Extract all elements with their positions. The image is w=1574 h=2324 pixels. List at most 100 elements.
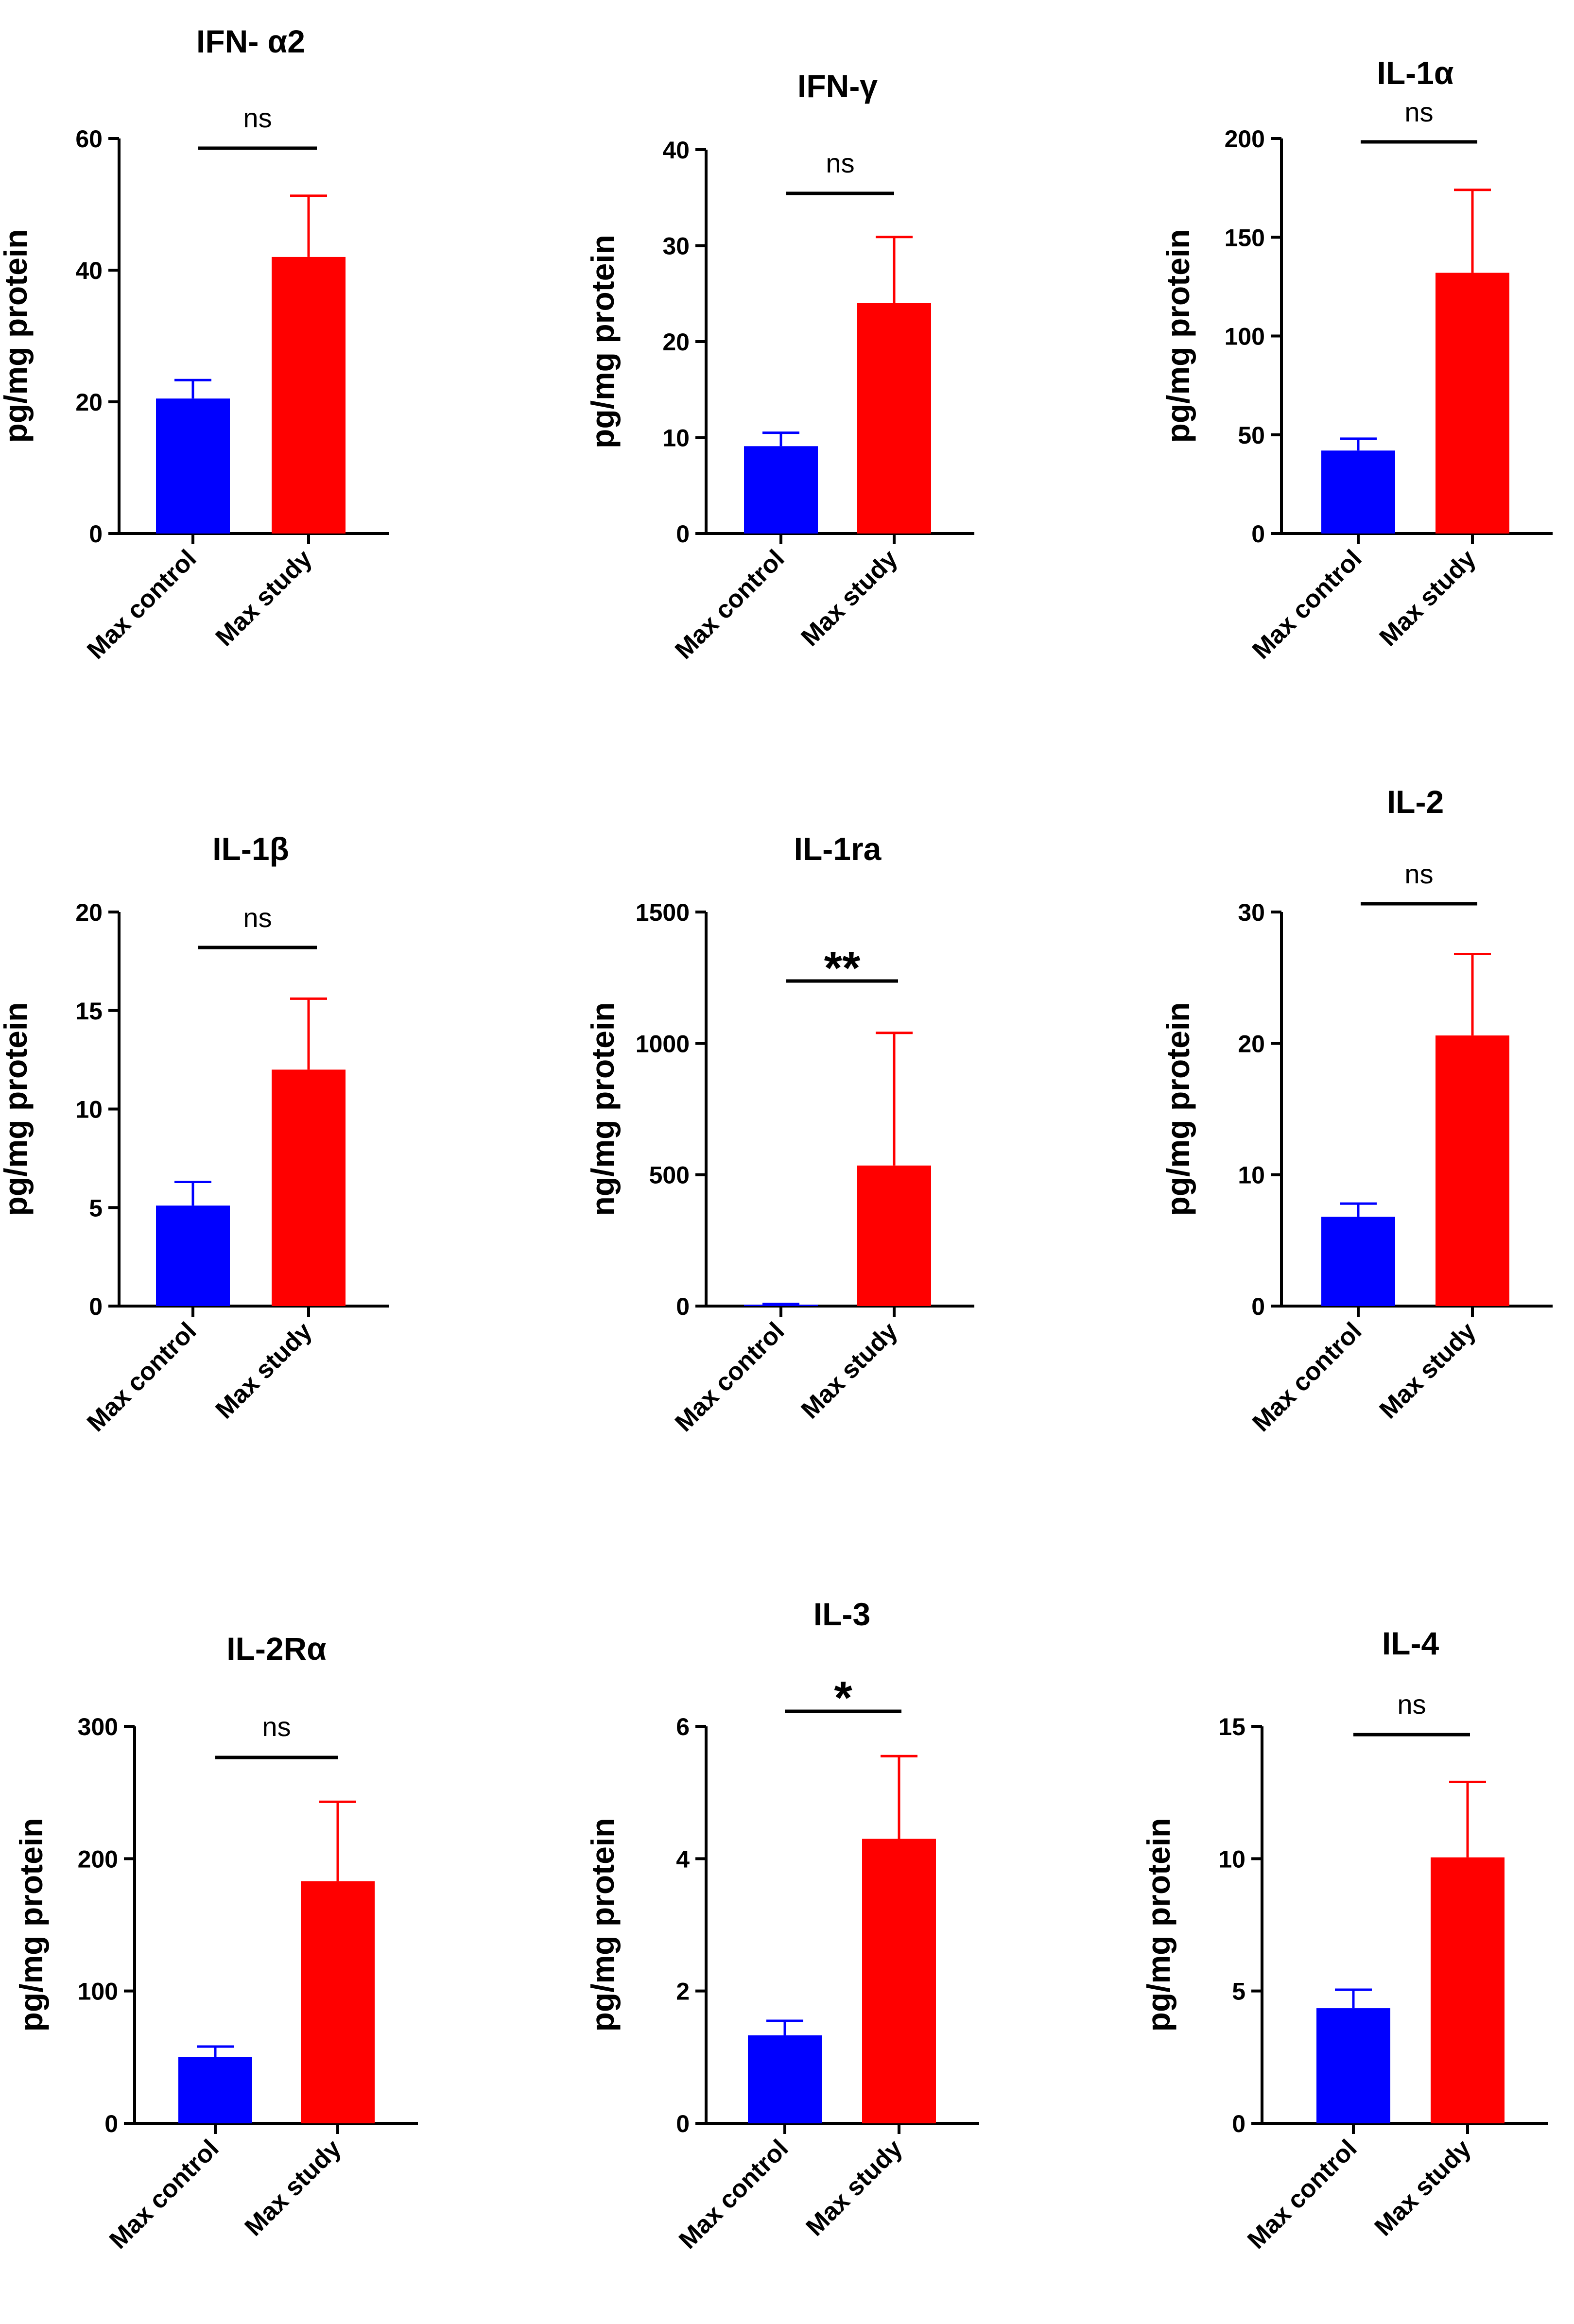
y-tick-label: 10 bbox=[662, 425, 690, 452]
y-tick-label: 30 bbox=[1238, 899, 1265, 926]
chart-panel-7: IL-2Rα pg/mg protein 0 100 200 300 Max control… bbox=[13, 1631, 418, 2255]
y-tick-label: 0 bbox=[89, 1293, 103, 1320]
y-tick-label: 15 bbox=[1218, 1713, 1245, 1740]
chart-panel-1: IFN- α2 pg/mg protein 0 20 40 60 Max control Ma… bbox=[0, 23, 389, 665]
category-label: Max control bbox=[670, 544, 790, 664]
category-label: Max control bbox=[82, 544, 202, 664]
y-tick-label: 100 bbox=[78, 1978, 118, 2005]
chart-panel-5: IL-1ra ng/mg protein 0 500 1000 1500 Max contr… bbox=[585, 831, 974, 1437]
chart-panel-8: IL-3 pg/mg protein 0 2 4 6 Max control Max stud… bbox=[585, 1596, 979, 2255]
bar-max-control bbox=[156, 398, 230, 534]
y-tick-label: 0 bbox=[1251, 520, 1265, 548]
y-tick-label: 500 bbox=[649, 1162, 690, 1189]
y-tick-label: 10 bbox=[75, 1096, 103, 1123]
y-axis-label: ng/mg protein bbox=[585, 1002, 621, 1216]
y-tick-label: 200 bbox=[1225, 125, 1265, 153]
significance-label: ns bbox=[826, 148, 854, 178]
y-tick-label: 10 bbox=[1238, 1162, 1265, 1189]
chart-panel-9: IL-4 pg/mg protein 0 5 10 15 Max control Max st… bbox=[1141, 1625, 1548, 2255]
bar-max-control bbox=[744, 446, 818, 534]
category-label: Max study bbox=[1369, 2134, 1477, 2241]
y-tick-label: 5 bbox=[1232, 1978, 1245, 2005]
y-tick-label: 30 bbox=[662, 233, 690, 260]
y-tick-label: 2 bbox=[676, 1978, 690, 2005]
bar-max-study bbox=[272, 1069, 346, 1306]
y-tick-label: 0 bbox=[1232, 2110, 1245, 2137]
significance-label: ns bbox=[1397, 1689, 1426, 1720]
y-tick-label: 4 bbox=[676, 1845, 690, 1873]
y-tick-label: 0 bbox=[104, 2110, 118, 2137]
significance-label: ns bbox=[1404, 859, 1433, 889]
chart-panel-2: IFN-γ pg/mg protein 0 10 20 30 40 Max control Ma… bbox=[585, 68, 974, 665]
bar-max-study bbox=[857, 1165, 931, 1306]
significance-label: ** bbox=[824, 942, 861, 994]
category-label: Max study bbox=[210, 544, 318, 652]
y-tick-label: 200 bbox=[78, 1845, 118, 1873]
y-axis-label: pg/mg protein bbox=[585, 1818, 621, 2032]
significance-label: ns bbox=[243, 902, 272, 933]
chart-title: IFN- α2 bbox=[196, 23, 305, 59]
chart-panel-3: IL-1α pg/mg protein 0 50 100 150 200 Max contro… bbox=[1160, 55, 1553, 665]
y-tick-label: 100 bbox=[1225, 323, 1265, 350]
y-tick-label: 15 bbox=[75, 998, 103, 1025]
category-label: Max study bbox=[1374, 1317, 1482, 1424]
chart-panel-6: IL-2 pg/mg protein 0 10 20 30 Max control Max s… bbox=[1160, 784, 1553, 1437]
chart-title: IL-4 bbox=[1382, 1625, 1439, 1661]
y-tick-label: 5 bbox=[89, 1194, 103, 1222]
y-tick-label: 0 bbox=[676, 520, 690, 548]
chart-title: IL-1β bbox=[212, 831, 289, 867]
category-label: Max control bbox=[104, 2134, 224, 2254]
bar-max-study bbox=[1431, 1857, 1505, 2123]
bar-max-study bbox=[857, 303, 931, 534]
bar-max-control bbox=[744, 1305, 818, 1306]
y-tick-label: 50 bbox=[1238, 422, 1265, 449]
y-tick-label: 20 bbox=[75, 389, 103, 416]
bar-max-control bbox=[748, 2035, 822, 2123]
chart-title: IL-2Rα bbox=[226, 1631, 327, 1667]
bar-max-study bbox=[301, 1881, 375, 2123]
significance-label: * bbox=[834, 1672, 852, 1724]
category-label: Max study bbox=[240, 2134, 347, 2241]
chart-title: IL-1α bbox=[1377, 55, 1454, 91]
y-axis-label: pg/mg protein bbox=[0, 1002, 34, 1216]
bar-max-control bbox=[1321, 1217, 1395, 1306]
y-axis-label: pg/mg protein bbox=[13, 1818, 49, 2032]
chart-title: IFN-γ bbox=[797, 68, 878, 104]
y-axis-label: pg/mg protein bbox=[585, 235, 621, 448]
y-tick-label: 40 bbox=[662, 137, 690, 164]
y-tick-label: 300 bbox=[78, 1713, 118, 1740]
y-axis-label: pg/mg protein bbox=[1160, 229, 1196, 443]
bar-max-study bbox=[272, 257, 346, 534]
category-label: Max study bbox=[210, 1317, 318, 1424]
y-tick-label: 6 bbox=[676, 1713, 690, 1740]
bar-max-control bbox=[1321, 450, 1395, 534]
y-tick-label: 20 bbox=[1238, 1030, 1265, 1057]
y-tick-label: 0 bbox=[676, 2110, 690, 2137]
y-tick-label: 150 bbox=[1225, 224, 1265, 251]
y-tick-label: 1500 bbox=[636, 899, 690, 926]
y-axis-label: pg/mg protein bbox=[0, 229, 34, 443]
y-axis-label: pg/mg protein bbox=[1160, 1002, 1196, 1216]
significance-label: ns bbox=[243, 103, 272, 133]
significance-label: ns bbox=[1404, 97, 1433, 127]
category-label: Max study bbox=[796, 1317, 903, 1424]
y-tick-label: 0 bbox=[676, 1293, 690, 1320]
chart-title: IL-3 bbox=[813, 1596, 870, 1632]
y-axis-label: pg/mg protein bbox=[1141, 1818, 1176, 2032]
category-label: Max control bbox=[1242, 2134, 1362, 2254]
y-tick-label: 0 bbox=[89, 520, 103, 548]
bar-max-study bbox=[1436, 1035, 1509, 1306]
bar-max-control bbox=[178, 2057, 252, 2123]
bar-max-study bbox=[862, 1839, 936, 2123]
bar-max-study bbox=[1436, 273, 1509, 534]
category-label: Max study bbox=[796, 544, 903, 652]
bar-max-control bbox=[156, 1205, 230, 1306]
chart-title: IL-2 bbox=[1387, 784, 1444, 820]
significance-label: ns bbox=[262, 1711, 291, 1742]
y-tick-label: 60 bbox=[75, 125, 103, 153]
y-tick-label: 20 bbox=[662, 328, 690, 356]
y-tick-label: 40 bbox=[75, 257, 103, 284]
chart-title: IL-1ra bbox=[794, 831, 882, 867]
category-label: Max control bbox=[670, 1317, 790, 1437]
